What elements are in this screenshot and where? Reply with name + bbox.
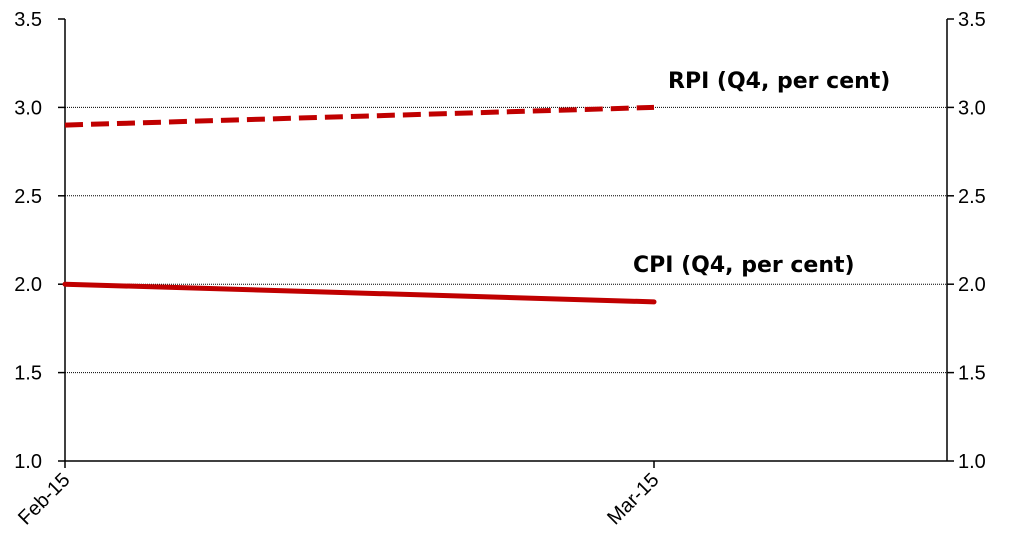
y-tick-label-left: 1.0 [14,451,42,473]
y-tick-label-left: 2.5 [14,186,42,208]
y-tick-label-right: 3.0 [958,97,986,119]
y-tick-label-right: 1.5 [958,363,986,385]
series-line-rpi [64,104,655,128]
y-tick-label-right: 3.5 [958,9,986,31]
series-label-cpi: CPI (Q4, per cent) [633,253,855,278]
y-tick-label-left: 3.5 [14,9,42,31]
axes [58,18,954,468]
x-tick-label: Feb-15 [14,469,74,529]
y-tick-label-right: 1.0 [958,451,986,473]
y-tick-label-left: 1.5 [14,363,42,385]
series-lines [62,104,657,305]
series-line-cpi [62,281,657,305]
y-tick-label-left: 3.0 [14,97,42,119]
y-tick-label-right: 2.5 [958,186,986,208]
series-label-rpi: RPI (Q4, per cent) [668,69,890,94]
x-tick-label: Mar-15 [603,469,663,529]
y-tick-label-left: 2.0 [14,274,42,296]
series-labels: RPI (Q4, per cent) CPI (Q4, per cent) [633,69,890,278]
gridlines [65,106,947,374]
y-tick-label-right: 2.0 [958,274,986,296]
